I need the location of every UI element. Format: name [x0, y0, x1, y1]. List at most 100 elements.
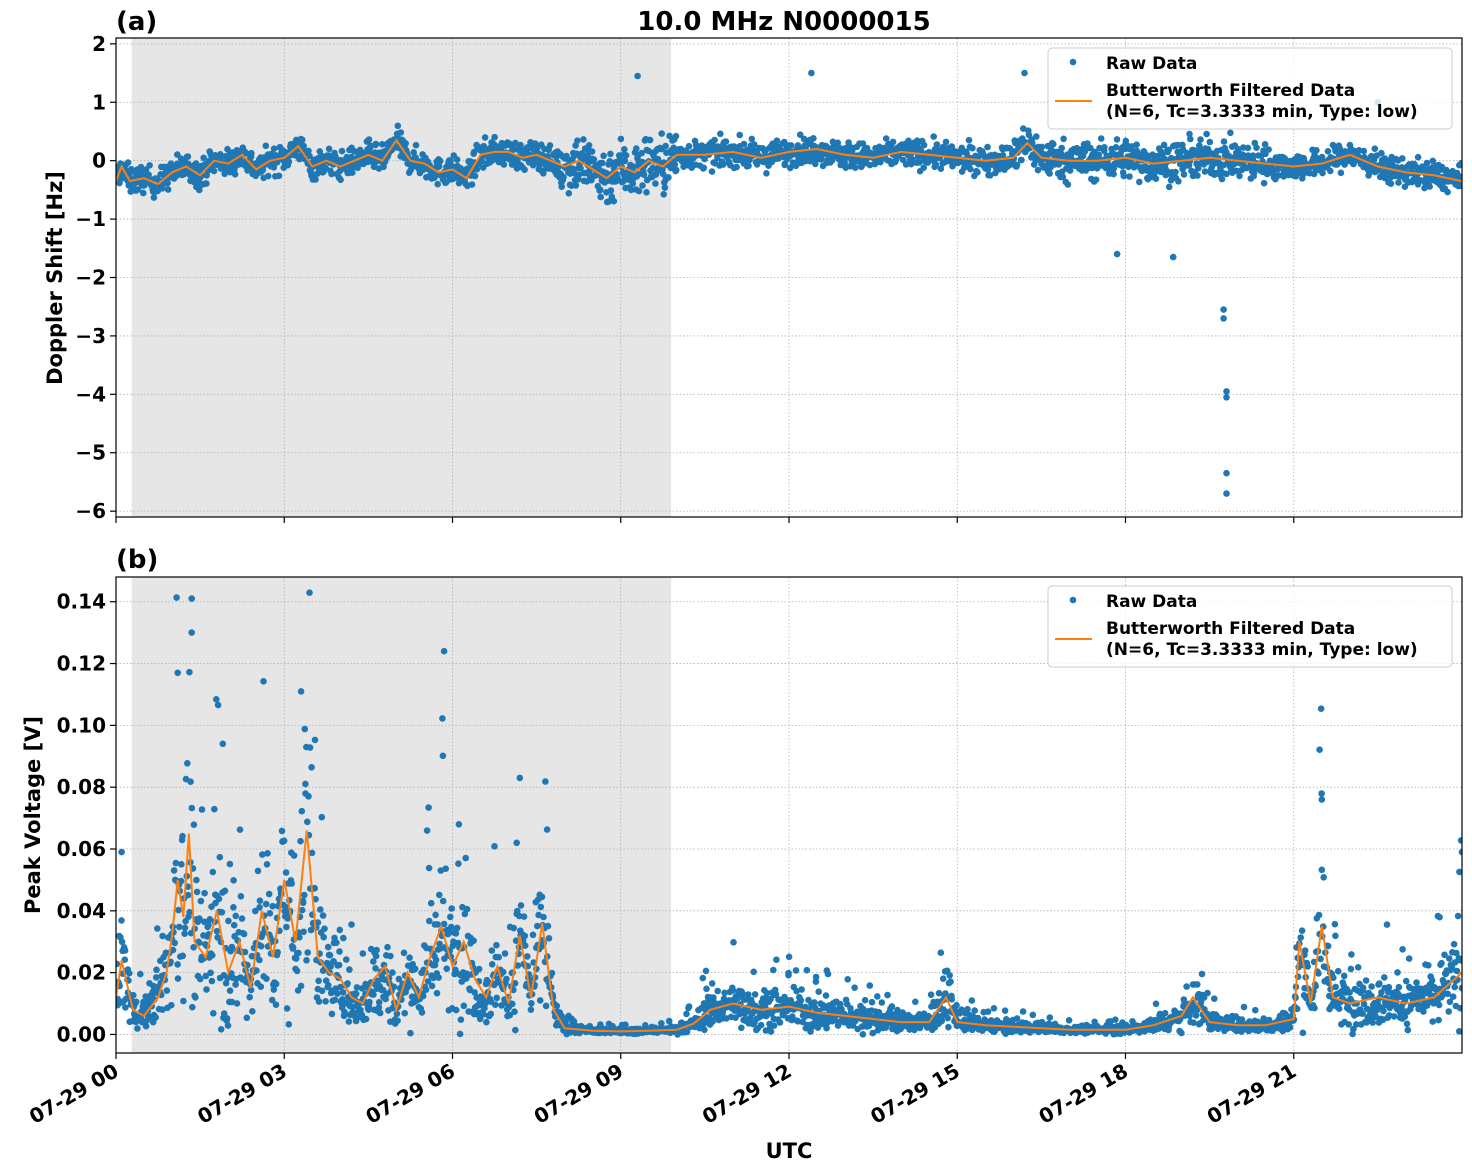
raw-data-point	[521, 932, 529, 940]
raw-data-point	[721, 989, 728, 997]
raw-data-point	[911, 1026, 918, 1034]
raw-data-point	[282, 869, 290, 876]
raw-data-point	[230, 904, 237, 911]
raw-data-point	[796, 131, 804, 138]
raw-data-point	[400, 949, 408, 957]
raw-data-point	[548, 969, 556, 977]
y-tick-label: 0	[92, 149, 106, 173]
raw-data-point	[753, 161, 761, 168]
raw-data-point	[844, 976, 851, 983]
raw-data-point	[1178, 1029, 1185, 1037]
raw-data-point	[173, 594, 180, 601]
raw-data-point	[1097, 135, 1105, 142]
raw-data-point	[621, 146, 628, 153]
raw-data-point	[132, 998, 140, 1006]
raw-data-point	[352, 990, 360, 998]
raw-data-point	[122, 1004, 129, 1011]
raw-data-point	[190, 944, 197, 951]
raw-data-point	[757, 1021, 765, 1029]
raw-data-point	[226, 987, 234, 994]
raw-data-point	[230, 877, 237, 884]
raw-data-point	[699, 974, 707, 982]
raw-data-point	[751, 991, 759, 998]
raw-data-point	[256, 904, 263, 911]
raw-data-point	[1058, 144, 1065, 152]
raw-data-point	[714, 154, 721, 162]
raw-data-point	[393, 1010, 401, 1018]
raw-data-point	[538, 893, 546, 901]
raw-data-point	[1458, 159, 1462, 167]
raw-data-point	[134, 1025, 141, 1032]
raw-data-point	[1220, 306, 1227, 313]
raw-data-point	[542, 1002, 550, 1010]
raw-data-point	[349, 169, 356, 176]
raw-data-point	[1192, 1012, 1200, 1019]
panel-a-legend: Raw Data Butterworth Filtered Data (N=6,…	[1047, 47, 1453, 130]
raw-data-point	[751, 141, 758, 148]
raw-data-point	[884, 991, 891, 999]
raw-data-point	[478, 157, 486, 165]
raw-data-point	[341, 1011, 349, 1018]
raw-data-point	[210, 1010, 217, 1017]
raw-data-point	[272, 1001, 280, 1008]
raw-data-point	[264, 172, 272, 180]
raw-data-point	[213, 696, 220, 703]
raw-data-point	[443, 178, 450, 186]
raw-data-point	[635, 187, 643, 195]
raw-data-point	[889, 138, 897, 146]
raw-data-point	[137, 163, 145, 171]
raw-data-point	[260, 678, 267, 685]
raw-data-point	[471, 989, 478, 996]
raw-data-point	[1020, 125, 1027, 132]
raw-data-point	[658, 130, 665, 137]
raw-data-point	[359, 950, 367, 957]
raw-data-point	[232, 912, 239, 920]
raw-data-point	[509, 1000, 516, 1008]
raw-data-point	[357, 1006, 364, 1014]
raw-data-point	[1421, 184, 1428, 192]
raw-data-point	[770, 1022, 778, 1029]
raw-data-point	[274, 949, 282, 956]
raw-data-point	[739, 990, 746, 997]
raw-data-point	[300, 928, 307, 936]
raw-data-point	[174, 975, 182, 982]
raw-data-point	[431, 961, 439, 969]
raw-data-point	[116, 960, 121, 968]
raw-data-point	[861, 996, 869, 1004]
raw-data-point	[333, 939, 340, 946]
raw-data-point	[1456, 182, 1462, 190]
raw-data-point	[322, 998, 329, 1005]
raw-data-point	[1060, 135, 1067, 143]
raw-data-point	[1066, 167, 1074, 174]
raw-data-point	[370, 958, 377, 965]
raw-data-point	[938, 1017, 945, 1025]
raw-data-point	[1050, 140, 1057, 148]
raw-data-point	[698, 142, 706, 149]
raw-data-point	[198, 806, 206, 813]
raw-data-point	[558, 183, 565, 190]
raw-data-point	[288, 880, 295, 887]
raw-data-point	[422, 986, 430, 993]
raw-data-point	[1194, 172, 1201, 179]
raw-data-point	[1065, 1017, 1073, 1024]
raw-data-point	[394, 122, 402, 130]
raw-data-point	[452, 930, 460, 937]
raw-data-point	[317, 906, 324, 913]
raw-data-point	[536, 997, 544, 1004]
raw-data-point	[1318, 153, 1326, 161]
raw-data-point	[270, 164, 278, 171]
raw-data-point	[463, 905, 471, 913]
raw-data-point	[215, 895, 223, 903]
raw-data-point	[572, 182, 580, 189]
raw-data-point	[986, 172, 994, 179]
raw-data-point	[639, 182, 646, 189]
raw-data-point	[452, 1006, 460, 1014]
raw-data-point	[912, 998, 919, 1006]
raw-data-point	[685, 1003, 693, 1010]
raw-data-point	[770, 966, 777, 974]
raw-data-point	[196, 915, 203, 922]
raw-data-point	[999, 151, 1007, 159]
raw-data-point	[457, 1016, 465, 1023]
raw-data-point	[178, 861, 185, 868]
raw-data-point	[1444, 188, 1451, 196]
